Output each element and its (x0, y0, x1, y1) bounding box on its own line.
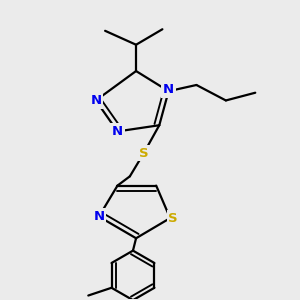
Text: S: S (139, 147, 148, 160)
Text: N: N (93, 210, 104, 223)
Text: N: N (163, 83, 174, 96)
Text: N: N (112, 125, 123, 138)
Text: N: N (90, 94, 101, 107)
Text: S: S (168, 212, 178, 225)
